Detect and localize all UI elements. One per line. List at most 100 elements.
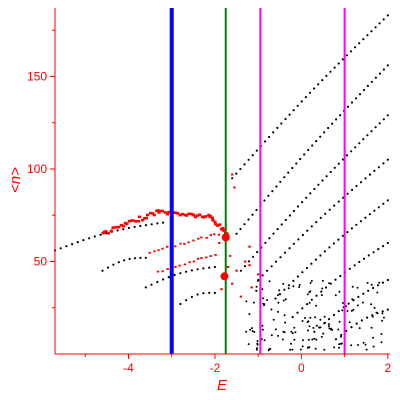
- red-point: [166, 245, 169, 248]
- red-point: [200, 257, 203, 259]
- x-tick-label: -4: [123, 361, 134, 375]
- black-point: [288, 214, 291, 217]
- black-point: [274, 328, 277, 331]
- red-point: [111, 226, 115, 230]
- black-point: [325, 175, 328, 178]
- black-point: [373, 306, 376, 309]
- black-point: [338, 320, 341, 323]
- red-point: [137, 215, 142, 219]
- black-point: [356, 286, 359, 289]
- black-point: [185, 270, 188, 273]
- black-point: [179, 272, 182, 275]
- black-point: [263, 140, 267, 143]
- black-point: [301, 201, 304, 204]
- red-point: [202, 216, 206, 219]
- black-point: [355, 184, 358, 188]
- black-point: [276, 126, 279, 129]
- black-point: [347, 302, 350, 305]
- black-point: [351, 298, 354, 301]
- black-point: [339, 114, 342, 117]
- black-point: [292, 279, 295, 282]
- black-point: [272, 318, 275, 321]
- red-point: [210, 216, 214, 220]
- black-point: [386, 199, 389, 202]
- black-point: [208, 266, 211, 269]
- x-tick-label: 2: [384, 361, 391, 375]
- red-point: [218, 242, 221, 244]
- black-point: [315, 221, 318, 224]
- black-point: [301, 345, 304, 348]
- black-point: [308, 325, 311, 328]
- red-point: [173, 211, 178, 214]
- black-point: [179, 302, 182, 306]
- black-point: [346, 192, 349, 195]
- black-point: [292, 285, 295, 288]
- red-point: [117, 225, 121, 229]
- black-point: [299, 348, 302, 351]
- red-point: [153, 250, 156, 253]
- red-point: [185, 214, 189, 217]
- black-point: [351, 285, 354, 288]
- black-point: [355, 223, 358, 226]
- black-point: [358, 142, 361, 145]
- black-point: [255, 348, 258, 351]
- black-point: [371, 315, 374, 318]
- red-point: [204, 215, 208, 218]
- black-point: [301, 271, 304, 274]
- black-point: [243, 163, 246, 166]
- black-point: [333, 166, 336, 169]
- black-point: [364, 177, 367, 180]
- black-point: [373, 209, 376, 212]
- black-point: [82, 239, 85, 242]
- black-point: [196, 293, 199, 296]
- red-point: [239, 295, 243, 298]
- black-point: [190, 269, 193, 272]
- black-point: [308, 291, 311, 294]
- black-point: [274, 297, 277, 300]
- black-point: [325, 74, 328, 77]
- red-point: [144, 216, 148, 220]
- x-tick-label: 0: [298, 361, 305, 375]
- black-point: [263, 304, 265, 307]
- black-point: [144, 256, 147, 259]
- black-point: [261, 288, 264, 291]
- black-point: [127, 226, 130, 230]
- black-point: [262, 297, 264, 300]
- black-point: [202, 292, 205, 295]
- black-point: [337, 238, 340, 241]
- black-point: [272, 131, 275, 134]
- black-point: [279, 256, 282, 259]
- black-point: [319, 326, 322, 329]
- black-point: [296, 205, 300, 208]
- red-point: [214, 254, 217, 256]
- black-point: [329, 282, 332, 285]
- black-point: [350, 309, 353, 312]
- black-point: [370, 30, 373, 33]
- red-point: [195, 214, 199, 217]
- red-point: [216, 224, 220, 227]
- black-point: [382, 245, 385, 248]
- black-point: [314, 258, 317, 261]
- black-point: [386, 158, 389, 161]
- black-point: [337, 328, 340, 331]
- black-point: [328, 246, 331, 249]
- black-point: [101, 269, 104, 272]
- red-point: [160, 209, 164, 213]
- black-point: [362, 341, 365, 344]
- black-point: [253, 331, 256, 333]
- red-point: [161, 247, 164, 250]
- black-point: [298, 286, 301, 288]
- black-point: [256, 340, 259, 342]
- black-point: [342, 302, 344, 304]
- red-point: [152, 213, 156, 217]
- black-point: [323, 250, 326, 253]
- black-point: [310, 225, 313, 228]
- red-point: [107, 231, 111, 235]
- black-point: [301, 307, 304, 310]
- black-point: [375, 311, 378, 314]
- black-point: [282, 299, 285, 302]
- black-point: [268, 237, 271, 240]
- black-point: [340, 335, 342, 338]
- red-point: [134, 220, 138, 223]
